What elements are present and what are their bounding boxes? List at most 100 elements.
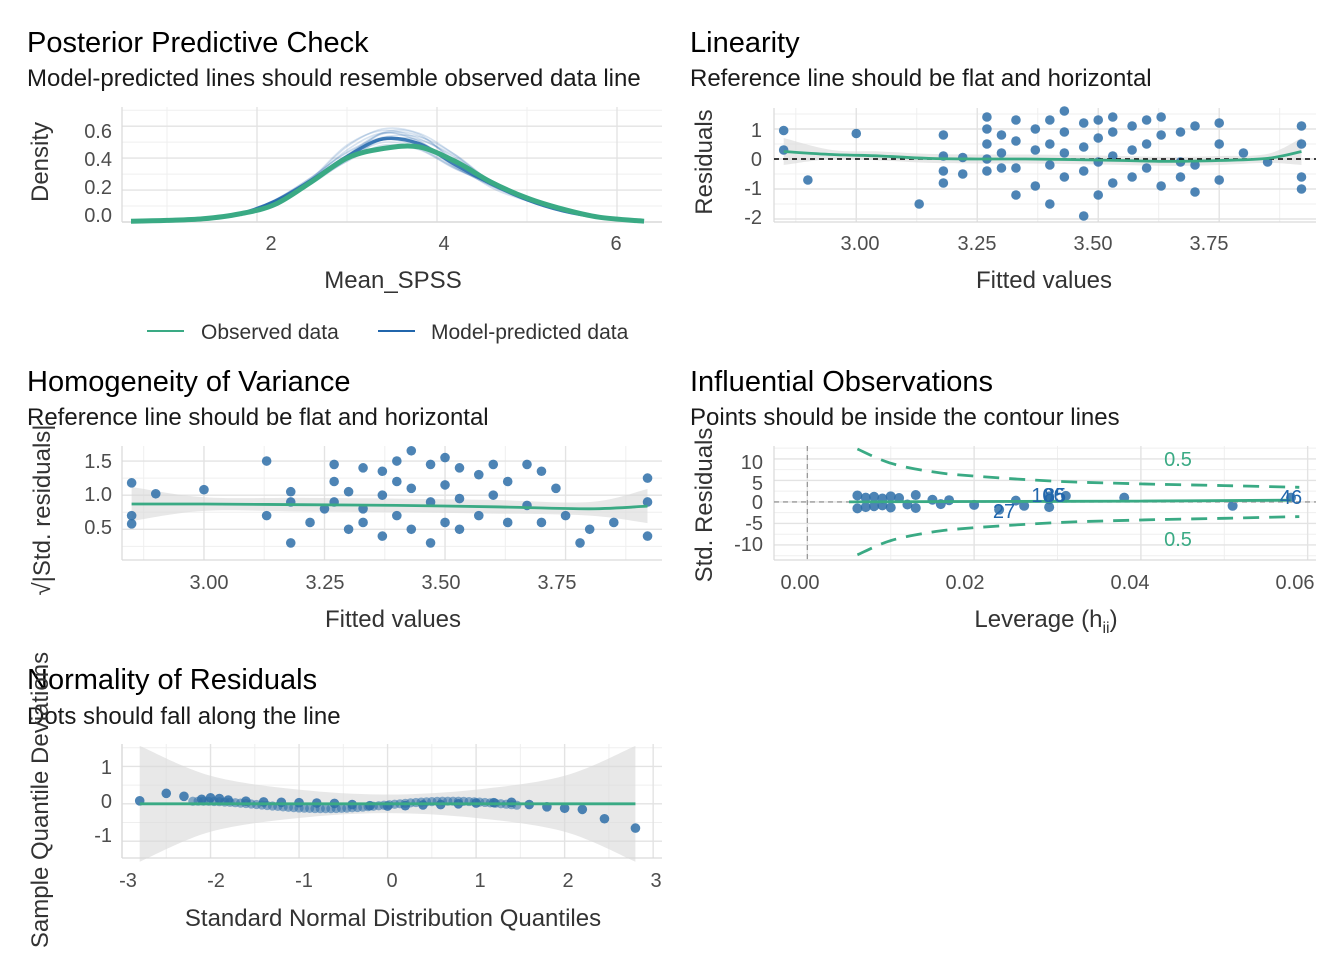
homogeneity-subtitle: Reference line should be flat and horizo… <box>27 404 489 431</box>
linearity-point <box>1030 145 1041 155</box>
linearity-point <box>1059 172 1070 182</box>
linearity-point <box>1175 172 1186 182</box>
linearity-y-ticks: -2 -1 0 1 <box>744 120 762 229</box>
linearity-lines <box>774 150 1316 163</box>
linearity-point <box>1059 127 1070 137</box>
homogeneity-smooth-line <box>131 502 648 511</box>
ppc-y-ticks: 0.0 0.2 0.4 0.6 <box>84 121 112 227</box>
influential-point <box>860 492 871 503</box>
contour-label-upper: 0.5 <box>1164 449 1192 471</box>
homogeneity-ytick: 0.5 <box>84 517 112 539</box>
normality-y-ticks: -1 0 1 <box>94 757 112 847</box>
homogeneity-y-label: √|Std. residuals| <box>29 424 56 595</box>
homogeneity-xtick: 3.75 <box>538 572 577 594</box>
linearity-point <box>1045 115 1055 125</box>
influential-y-ticks: -10 -5 0 5 10 <box>734 452 763 556</box>
linearity-point <box>1011 190 1021 200</box>
linearity-point <box>1078 142 1089 152</box>
linearity-point <box>1156 181 1166 191</box>
linearity-xtick: 3.00 <box>841 233 880 255</box>
ppc-ytick: 0.4 <box>84 149 112 171</box>
homogeneity-point <box>440 480 450 490</box>
influential-xtick: 0.04 <box>1111 572 1150 594</box>
linearity-point <box>1296 121 1307 131</box>
normality-xtick: 0 <box>386 870 397 892</box>
homogeneity-point <box>575 538 585 548</box>
homogeneity-point <box>425 497 436 507</box>
linearity-point <box>1059 148 1070 158</box>
influential-point <box>1019 500 1030 511</box>
homogeneity-point <box>536 517 547 528</box>
homogeneity-point <box>642 473 653 483</box>
homogeneity-point <box>305 517 315 528</box>
influential-ytick: -5 <box>745 513 763 535</box>
linearity-point <box>1238 148 1249 158</box>
ppc-xtick: 4 <box>438 233 449 255</box>
legend-observed-label: Observed data <box>201 321 339 344</box>
influential-subtitle: Points should be inside the contour line… <box>690 404 1120 431</box>
influential-x-label-end: ) <box>1110 606 1118 633</box>
homogeneity-ytick: 1.5 <box>84 451 112 473</box>
influential-x-ticks: 0.00 0.02 0.04 0.06 <box>781 572 1315 594</box>
linearity-ytick: -2 <box>744 207 762 229</box>
homogeneity-x-ticks: 3.00 3.25 3.50 3.75 <box>190 572 577 594</box>
linearity-ytick: 1 <box>751 120 762 142</box>
linearity-point <box>778 145 789 155</box>
normality-x-label: Standard Normal Distribution Quantiles <box>185 905 601 932</box>
linearity-y-label: Residuals <box>691 109 718 214</box>
influential-ytick: 10 <box>741 452 763 474</box>
influential-ytick: 0 <box>752 492 763 514</box>
homogeneity-point <box>377 531 388 541</box>
influential-point <box>1044 502 1055 513</box>
ppc-x-ticks: 2 4 6 <box>265 233 621 255</box>
homogeneity-point <box>584 524 595 535</box>
linearity-point <box>1296 139 1307 149</box>
linearity-point <box>1127 172 1137 182</box>
homogeneity-point <box>358 517 368 528</box>
normality-ytick: 1 <box>101 757 112 779</box>
linearity-point <box>1127 145 1137 155</box>
influential-y-label: Std. Residuals <box>691 428 718 583</box>
linearity-subtitle: Reference line should be flat and horizo… <box>690 65 1152 92</box>
influential-ytick: 5 <box>752 473 763 495</box>
linearity-point <box>1011 136 1021 146</box>
homogeneity-point <box>406 445 417 456</box>
linearity-point <box>1011 115 1021 125</box>
homogeneity-point <box>536 466 547 477</box>
ppc-legend: Observed data Model-predicted data <box>147 321 629 344</box>
normality-xtick: 2 <box>562 870 573 892</box>
point-label-85: 85 <box>1044 485 1066 507</box>
normality-ytick: -1 <box>94 825 112 847</box>
influential-point <box>1227 500 1238 511</box>
point-label-46: 46 <box>1280 487 1302 509</box>
linearity-point <box>1156 112 1166 122</box>
normality-subtitle: Dots should fall along the line <box>27 703 341 730</box>
homogeneity-xtick: 3.25 <box>306 572 345 594</box>
homogeneity-point <box>551 483 561 494</box>
influential-title: Influential Observations <box>690 366 993 398</box>
homogeneity-point <box>392 456 402 466</box>
linearity-point <box>957 169 968 179</box>
homogeneity-point <box>608 517 619 528</box>
homogeneity-lines <box>131 502 648 511</box>
homogeneity-point <box>377 466 388 477</box>
linearity-xtick: 3.75 <box>1190 233 1229 255</box>
linearity-point <box>938 166 949 176</box>
ppc-title: Posterior Predictive Check <box>27 27 369 59</box>
homogeneity-points <box>126 445 653 548</box>
influential-point <box>994 504 1005 515</box>
linearity-point <box>1141 163 1152 173</box>
normality-xtick: -2 <box>207 870 225 892</box>
linearity-point <box>1045 139 1055 149</box>
homogeneity-panel: Homogeneity of Variance Reference line s… <box>27 366 662 633</box>
linearity-point <box>1296 184 1307 194</box>
influential-point <box>910 502 921 513</box>
normality-xtick: 1 <box>474 870 485 892</box>
legend-predicted-label: Model-predicted data <box>431 321 629 344</box>
influential-point <box>1060 490 1071 501</box>
linearity-point <box>1127 121 1137 131</box>
ppc-grid <box>121 107 662 223</box>
homogeneity-x-label: Fitted values <box>325 606 461 633</box>
homogeneity-point <box>440 452 450 463</box>
